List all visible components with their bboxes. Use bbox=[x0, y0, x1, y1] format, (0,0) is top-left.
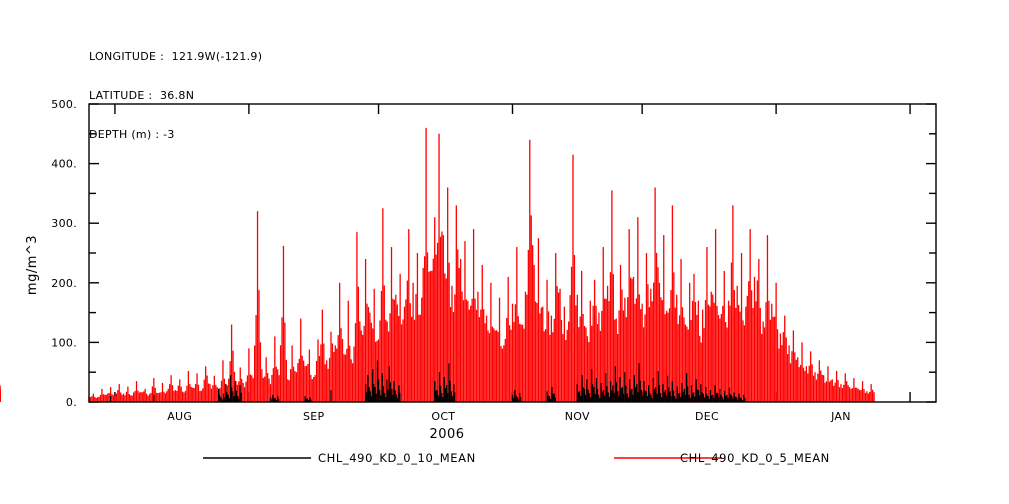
y-tick-label: 100. bbox=[51, 336, 77, 349]
y-axis-title: mg/m^3 bbox=[25, 235, 40, 295]
y-tick-label: 500. bbox=[51, 98, 77, 111]
y-tick-label: 400. bbox=[51, 158, 77, 171]
latitude-text: LATITUDE : 36.8N bbox=[89, 89, 195, 102]
x-tick-label: SEP bbox=[303, 410, 325, 423]
x-tick-label: DEC bbox=[695, 410, 719, 423]
x-axis-labels: AUG SEP OCT NOV DEC JAN bbox=[167, 410, 851, 423]
metadata-header: LONGITUDE : 121.9W(-121.9) LATITUDE : 36… bbox=[89, 24, 262, 154]
y-tick-label: 200. bbox=[51, 277, 77, 290]
longitude-text: LONGITUDE : 121.9W(-121.9) bbox=[89, 50, 263, 63]
x-axis-title: 2006 bbox=[429, 427, 464, 442]
x-tick-label: NOV bbox=[565, 410, 590, 423]
x-tick-label: JAN bbox=[830, 410, 851, 423]
series-red-chl-490-kd-0-5-mean bbox=[0, 127, 875, 402]
y-tick-label: 0. bbox=[66, 396, 77, 409]
depth-text: DEPTH (m) : -3 bbox=[89, 128, 175, 141]
legend-label-1: CHL_490_KD_0_10_MEAN bbox=[318, 451, 476, 465]
data-series bbox=[0, 127, 875, 402]
series-black-chl-490-kd-0-10-mean bbox=[109, 360, 746, 402]
y-axis-labels: 0. 100. 200. 300. 400. 500. bbox=[51, 98, 77, 409]
legend-label-2: CHL_490_KD_0_5_MEAN bbox=[680, 451, 830, 465]
plot-frame bbox=[88, 103, 937, 403]
y-tick-label: 300. bbox=[51, 217, 77, 230]
x-tick-label: AUG bbox=[167, 410, 192, 423]
chart-legend: CHL_490_KD_0_10_MEAN CHL_490_KD_0_5_MEAN bbox=[203, 451, 830, 465]
x-tick-label: OCT bbox=[431, 410, 455, 423]
